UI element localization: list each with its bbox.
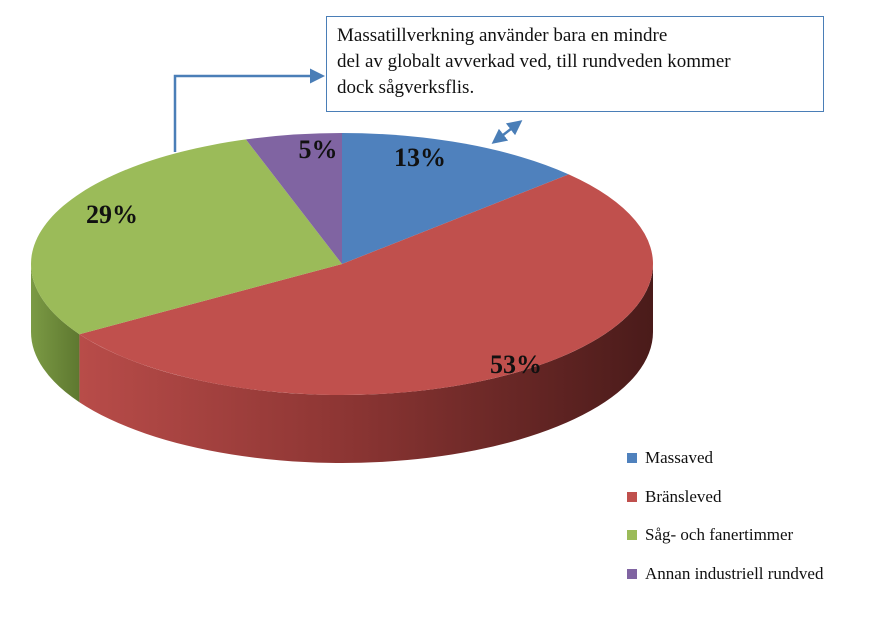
legend-swatch xyxy=(627,568,637,579)
data-label-bransleved: 53% xyxy=(490,350,542,379)
callout-line: Massatillverkning använder bara en mindr… xyxy=(337,25,668,46)
pie-slice-sag-och-fanertimmer xyxy=(31,139,343,335)
pie-side-bransleved xyxy=(79,264,654,463)
callout-connector xyxy=(173,68,325,152)
double-arrow-icon xyxy=(491,120,523,144)
legend-item-bransleved: Bränsleved xyxy=(627,487,823,526)
callout-line: del av globalt avverkad ved, till rundve… xyxy=(337,51,731,72)
pie-side-sag-och-fanertimmer xyxy=(31,264,80,403)
legend: Massaved Bränsleved Såg- och fanertimmer… xyxy=(627,448,823,602)
data-label-sag-och-fanertimmer: 29% xyxy=(86,200,138,229)
data-label-annan-industriell-rundved: 5% xyxy=(299,135,338,164)
legend-item-sagtimmer: Såg- och fanertimmer xyxy=(627,525,823,564)
callout-box: Massatillverkning använder bara en mindr… xyxy=(326,16,824,112)
callout-line: dock sågverksflis. xyxy=(337,77,475,98)
data-label-massaved: 13% xyxy=(394,143,446,172)
legend-swatch xyxy=(627,491,637,502)
legend-label: Annan industriell rundved xyxy=(645,563,824,583)
pie-slice-bransleved xyxy=(79,174,654,396)
legend-item-annan: Annan industriell rundved xyxy=(627,564,823,603)
legend-label: Bränsleved xyxy=(645,486,722,506)
legend-label: Såg- och fanertimmer xyxy=(645,525,794,544)
pie-slice-massaved xyxy=(342,133,569,264)
legend-item-massaved: Massaved xyxy=(627,448,823,487)
legend-swatch xyxy=(627,453,637,463)
pie-slice-annan-industriell-rundved xyxy=(245,133,342,264)
legend-swatch xyxy=(627,530,637,540)
legend-label: Massaved xyxy=(645,448,713,467)
